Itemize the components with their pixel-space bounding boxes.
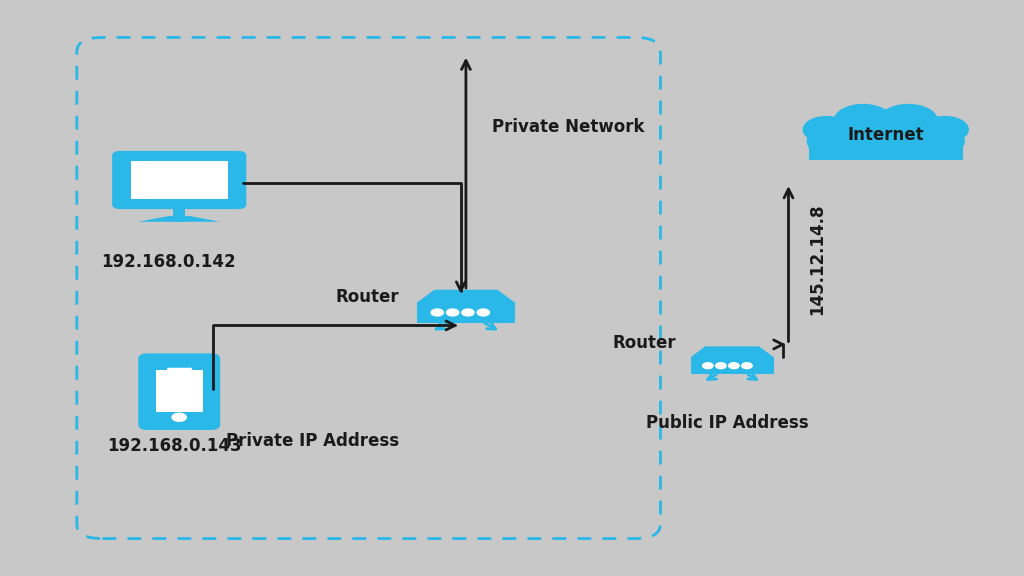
Circle shape [446, 309, 459, 316]
Circle shape [803, 116, 849, 142]
Circle shape [716, 363, 726, 369]
Polygon shape [418, 290, 515, 302]
Text: Private IP Address: Private IP Address [225, 431, 399, 450]
Text: Public IP Address: Public IP Address [646, 414, 808, 433]
Circle shape [807, 123, 871, 160]
FancyBboxPatch shape [131, 161, 227, 199]
FancyBboxPatch shape [809, 127, 963, 160]
Text: 192.168.0.143: 192.168.0.143 [106, 437, 242, 456]
FancyBboxPatch shape [418, 302, 515, 323]
Circle shape [462, 309, 474, 316]
Circle shape [846, 111, 926, 156]
Circle shape [702, 363, 713, 369]
Polygon shape [138, 216, 220, 222]
Polygon shape [691, 346, 773, 357]
Circle shape [879, 105, 938, 138]
Text: Internet: Internet [848, 126, 924, 145]
Circle shape [477, 309, 489, 316]
Circle shape [900, 123, 965, 160]
Text: Private Network: Private Network [492, 118, 644, 136]
Circle shape [923, 116, 969, 142]
Circle shape [431, 309, 443, 316]
FancyBboxPatch shape [691, 357, 773, 374]
FancyBboxPatch shape [156, 370, 203, 412]
Text: Router: Router [612, 334, 676, 352]
Circle shape [834, 105, 892, 138]
Text: 192.168.0.142: 192.168.0.142 [101, 253, 237, 271]
Text: 145.12.14.8: 145.12.14.8 [808, 203, 826, 315]
Circle shape [741, 363, 753, 369]
FancyBboxPatch shape [138, 354, 220, 430]
FancyBboxPatch shape [173, 204, 185, 222]
Circle shape [172, 414, 186, 422]
Text: Router: Router [336, 287, 399, 306]
Circle shape [729, 363, 739, 369]
FancyBboxPatch shape [112, 151, 246, 209]
